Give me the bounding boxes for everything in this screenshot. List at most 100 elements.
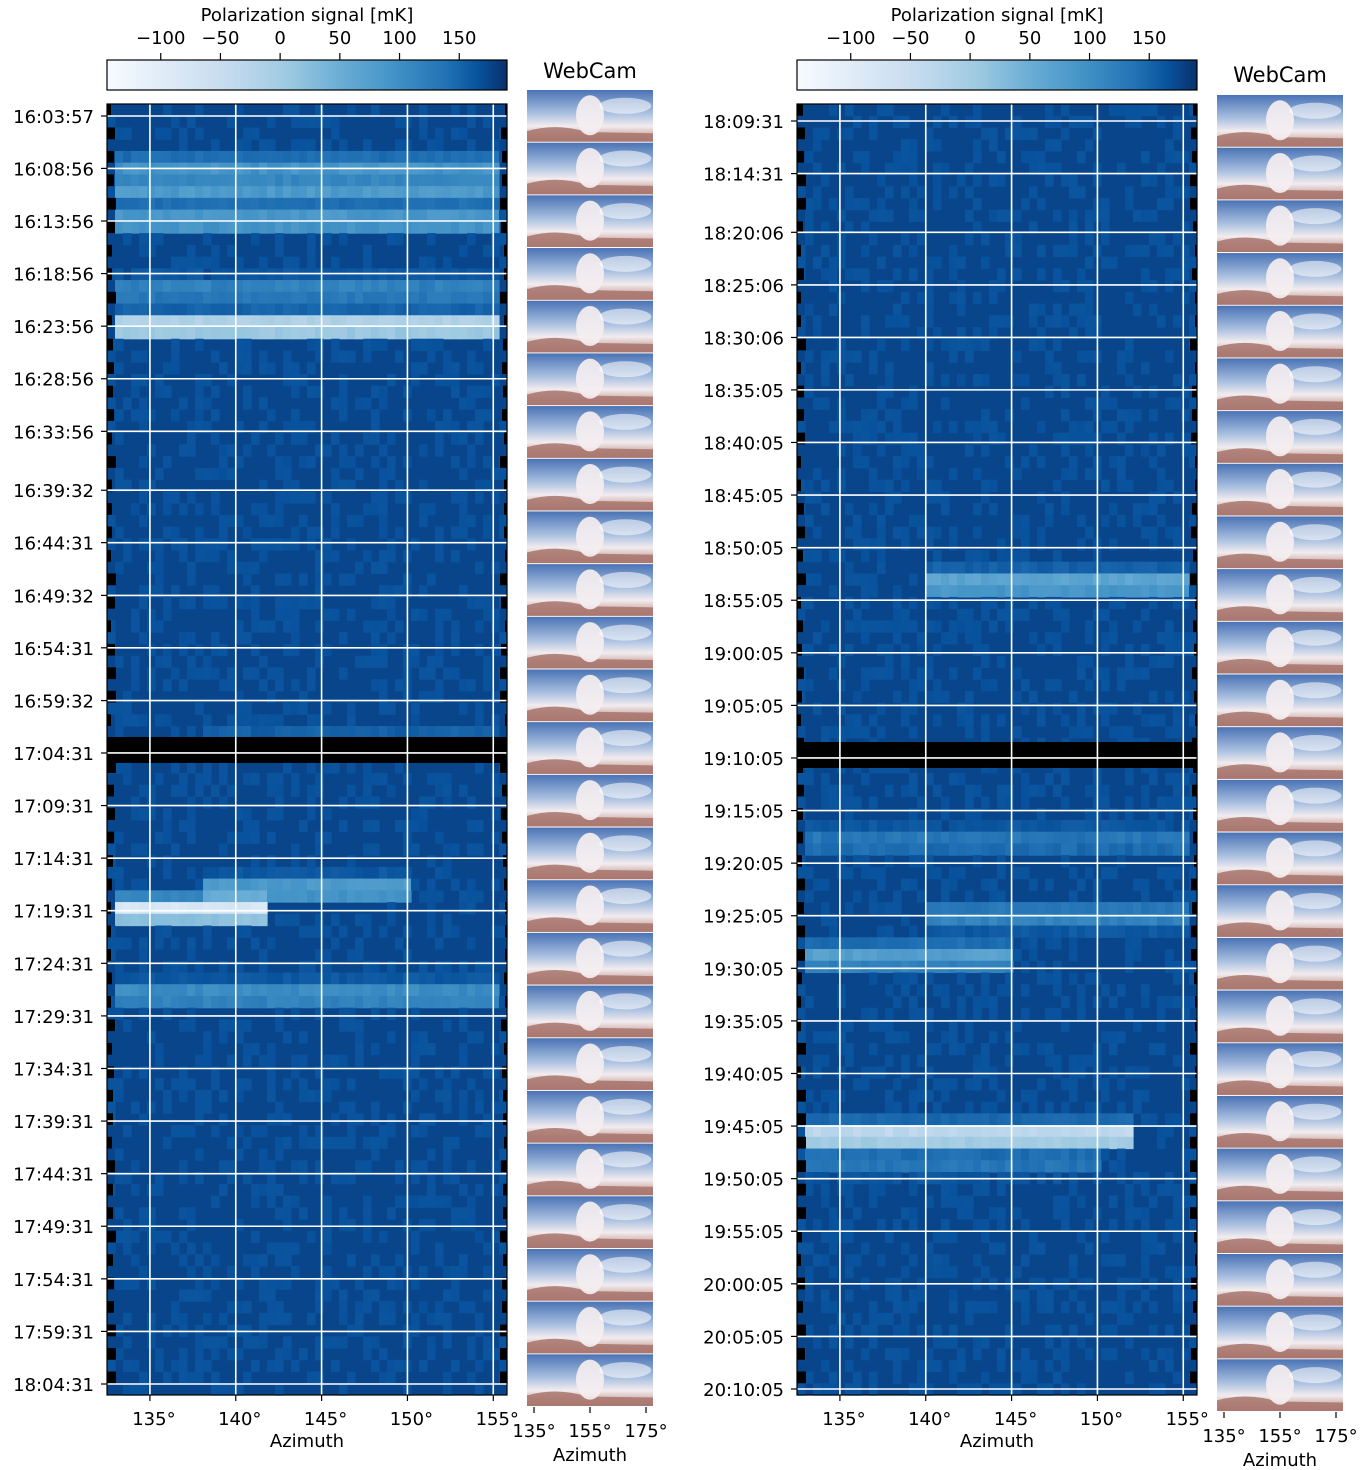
heatmap-cell: [467, 937, 476, 950]
heatmap-cell: [259, 726, 268, 739]
heatmap-cell: [243, 808, 252, 821]
heatmap-cell: [1069, 1066, 1078, 1079]
heatmap-cell: [949, 538, 958, 551]
heatmap-cell: [219, 1031, 228, 1044]
heatmap-cell: [475, 268, 484, 281]
heatmap-cell: [949, 632, 958, 645]
heatmap-cell: [957, 291, 966, 305]
heatmap-cell: [155, 186, 164, 199]
heatmap-cell: [861, 1136, 870, 1150]
heatmap-cell: [443, 784, 452, 798]
heatmap-cell: [1125, 819, 1134, 833]
heatmap-cell: [1045, 503, 1054, 516]
heatmap-cell: [187, 808, 196, 821]
heatmap-cell: [957, 913, 966, 927]
heatmap-cell: [451, 643, 460, 657]
heatmap-cell: [115, 209, 124, 222]
heatmap-cell: [331, 338, 340, 352]
heatmap-cell: [299, 115, 308, 129]
heatmap-cell: [435, 866, 444, 880]
heatmap-cell: [387, 303, 396, 316]
heatmap-cell: [853, 831, 862, 844]
heatmap-cell: [813, 878, 822, 891]
heatmap-cell: [893, 1101, 902, 1114]
heatmap-cell: [459, 890, 468, 903]
heatmap-cell: [989, 291, 998, 305]
heatmap-cell: [1021, 796, 1030, 809]
heatmap-cell: [283, 984, 292, 997]
heatmap-cell: [483, 326, 492, 340]
heatmap-cell: [957, 373, 966, 387]
heatmap-cell: [339, 573, 348, 586]
heatmap-cell: [1181, 890, 1190, 903]
heatmap-cell: [347, 1007, 356, 1021]
heatmap-cell: [235, 984, 244, 997]
heatmap-cell: [203, 233, 212, 246]
heatmap-cell: [917, 1324, 926, 1337]
heatmap-cell: [1053, 303, 1062, 316]
heatmap-cell: [435, 643, 444, 657]
heatmap-cell: [1157, 467, 1166, 481]
heatmap-cell: [821, 831, 830, 844]
heatmap-cell: [163, 1089, 172, 1103]
webcam-cloud: [599, 150, 652, 167]
heatmap-cell: [307, 890, 316, 903]
heatmap-cell: [131, 714, 140, 727]
heatmap-cell: [1029, 573, 1038, 586]
heatmap-cell: [115, 479, 124, 492]
heatmap-cell: [395, 209, 404, 222]
edge-mask: [107, 291, 116, 304]
heatmap-cell: [1069, 233, 1078, 246]
heatmap-cell: [171, 984, 180, 997]
heatmap-cell: [925, 573, 934, 586]
heatmap-cell: [315, 925, 324, 938]
heatmap-cell: [981, 491, 990, 504]
heatmap-cell: [989, 209, 998, 222]
heatmap-cell: [491, 620, 500, 633]
webcam-telescope: [576, 305, 604, 347]
webcam-frame: [527, 300, 653, 353]
heatmap-cell: [387, 1007, 396, 1021]
heatmap-cell: [451, 221, 460, 234]
heatmap-cell: [1149, 432, 1158, 445]
heatmap-cell: [1045, 561, 1054, 575]
heatmap-cell: [371, 819, 380, 833]
heatmap-cell: [411, 702, 420, 715]
heatmap-cell: [1037, 784, 1046, 798]
heatmap-cell: [1125, 726, 1134, 739]
heatmap-cell: [427, 772, 436, 786]
heatmap-cell: [499, 1336, 508, 1349]
heatmap-cell: [371, 503, 380, 516]
heatmap-cell: [989, 995, 998, 1009]
heatmap-cell: [1069, 972, 1078, 985]
heatmap-cell: [1157, 902, 1166, 915]
heatmap-cell: [347, 326, 356, 340]
heatmap-cell: [1109, 831, 1118, 844]
heatmap-cell: [451, 878, 460, 891]
heatmap-cell: [837, 420, 846, 434]
heatmap-cell: [973, 855, 982, 868]
edge-mask: [502, 784, 507, 797]
heatmap-cell: [869, 1019, 878, 1032]
heatmap-cell: [1149, 209, 1158, 222]
heatmap-cell: [1141, 995, 1150, 1009]
heatmap-cell: [1117, 902, 1126, 915]
heatmap-cell: [291, 362, 300, 375]
heatmap-cell: [315, 1136, 324, 1150]
heatmap-cell: [965, 784, 974, 798]
heatmap-cell: [147, 503, 156, 516]
heatmap-cell: [379, 596, 388, 610]
heatmap-cell: [347, 714, 356, 727]
heatmap-cell: [411, 1031, 420, 1044]
heatmap-cell: [131, 808, 140, 821]
heatmap-cell: [1013, 526, 1022, 539]
heatmap-cell: [283, 890, 292, 903]
heatmap-cell: [203, 913, 212, 927]
heatmap-cell: [981, 256, 990, 269]
heatmap-cell: [147, 608, 156, 621]
heatmap-cell: [1117, 585, 1126, 598]
heatmap-cell: [435, 315, 444, 328]
heatmap-cell: [219, 902, 228, 915]
heatmap-cell: [1021, 397, 1030, 410]
heatmap-cell: [243, 890, 252, 903]
